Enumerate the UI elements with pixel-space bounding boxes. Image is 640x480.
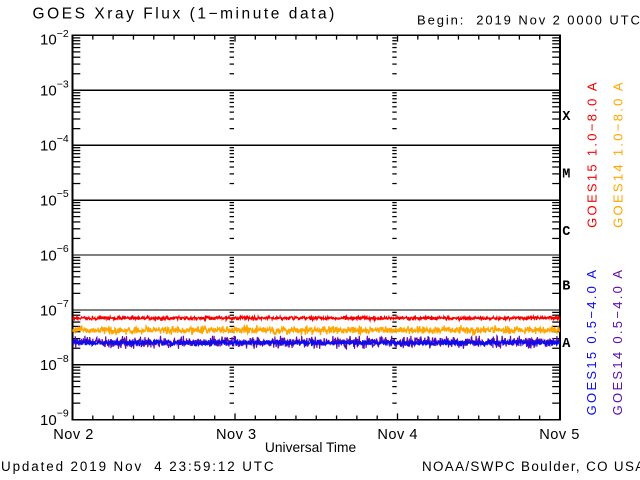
- svg-text:10−4: 10−4: [40, 133, 69, 154]
- svg-text:Begin: 2019 Nov 2 0000 UTC: Begin: 2019 Nov 2 0000 UTC: [417, 13, 640, 28]
- svg-text:Nov 3: Nov 3: [216, 427, 257, 443]
- svg-text:C: C: [562, 225, 570, 240]
- svg-text:10−5: 10−5: [40, 188, 69, 209]
- svg-text:10−2: 10−2: [40, 28, 69, 49]
- svg-text:10−8: 10−8: [40, 353, 69, 374]
- svg-text:Nov 4: Nov 4: [377, 427, 418, 443]
- svg-text:10−9: 10−9: [40, 408, 69, 429]
- svg-text:10−3: 10−3: [40, 78, 69, 99]
- svg-text:NOAA/SWPC Boulder, CO USA: NOAA/SWPC Boulder, CO USA: [422, 459, 640, 474]
- svg-text:10−7: 10−7: [40, 298, 69, 319]
- svg-text:A: A: [562, 337, 571, 352]
- svg-text:Nov 5: Nov 5: [539, 427, 580, 443]
- svg-text:GOES Xray Flux (1−minute data): GOES Xray Flux (1−minute data): [33, 5, 337, 22]
- svg-text:Nov 2: Nov 2: [53, 427, 94, 443]
- svg-text:X: X: [562, 110, 571, 125]
- svg-text:Universal Time: Universal Time: [265, 440, 357, 455]
- svg-text:Updated 2019 Nov 4 23:59:12 U: Updated 2019 Nov 4 23:59:12 UTC: [1, 459, 275, 474]
- svg-text:GOES14 0.5−4.0 A: GOES14 0.5−4.0 A: [610, 268, 625, 416]
- svg-text:GOES15 1.0−8.0 A: GOES15 1.0−8.0 A: [585, 80, 600, 228]
- svg-text:10−6: 10−6: [40, 243, 69, 264]
- svg-text:GOES14 1.0−8.0 A: GOES14 1.0−8.0 A: [610, 80, 625, 228]
- svg-text:B: B: [562, 280, 570, 295]
- svg-text:GOES15 0.5−4.0 A: GOES15 0.5−4.0 A: [584, 268, 599, 416]
- svg-text:M: M: [562, 168, 570, 183]
